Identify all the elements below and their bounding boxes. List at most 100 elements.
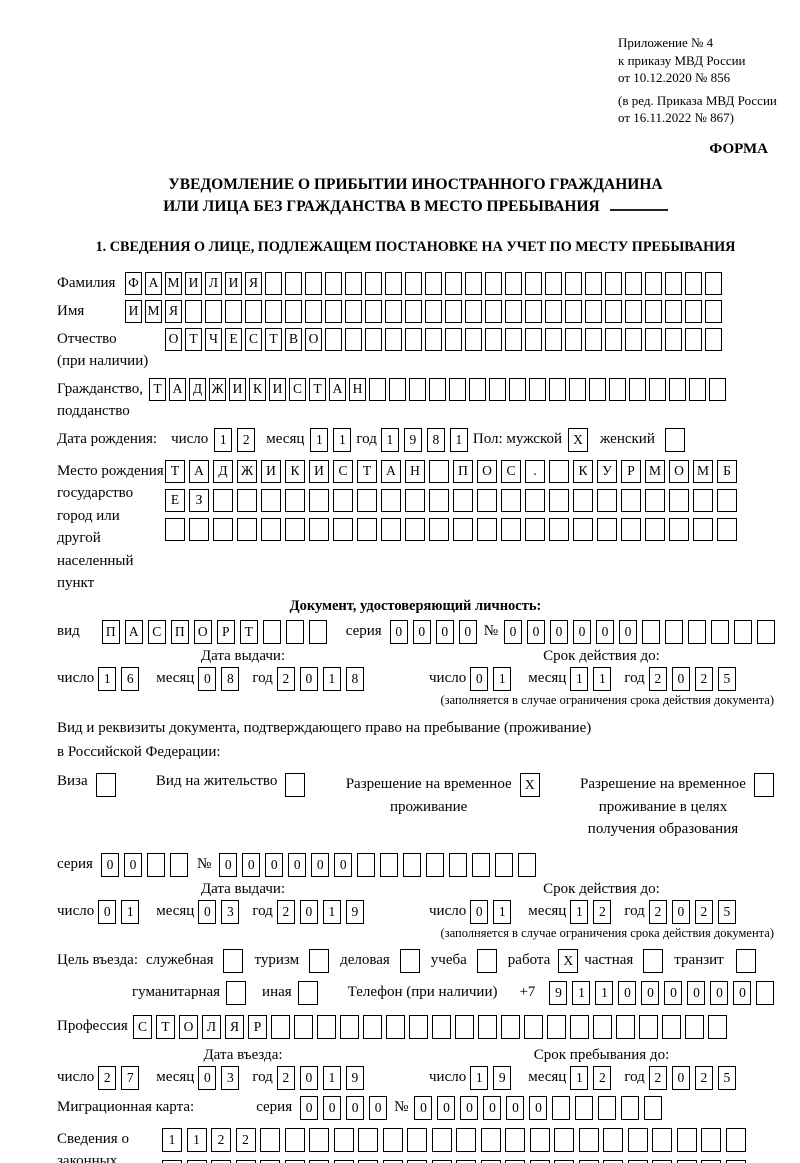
char-box[interactable]: 0 — [483, 1095, 502, 1120]
char-box[interactable] — [431, 1159, 452, 1163]
char-box[interactable] — [705, 327, 722, 351]
char-box[interactable] — [261, 488, 281, 512]
char-box[interactable] — [95, 773, 116, 798]
char-box[interactable] — [753, 773, 774, 798]
char-box[interactable] — [505, 1159, 525, 1163]
char-box[interactable] — [529, 1159, 550, 1163]
char-box[interactable]: 2 — [211, 1127, 231, 1152]
char-box[interactable]: 1 — [449, 427, 468, 452]
char-box[interactable]: 1 — [470, 1065, 489, 1090]
char-box[interactable]: С — [289, 377, 306, 401]
char-box[interactable] — [625, 271, 642, 295]
char-box[interactable]: 2 — [648, 666, 667, 691]
char-box[interactable]: 0 — [412, 619, 431, 644]
char-box[interactable] — [237, 488, 257, 512]
char-box[interactable]: И — [269, 377, 286, 401]
char-box[interactable]: Т — [165, 459, 185, 483]
char-box[interactable] — [478, 1014, 497, 1039]
char-box[interactable]: 1 — [570, 666, 589, 691]
char-box[interactable] — [333, 1127, 354, 1152]
char-box[interactable]: 0 — [733, 980, 752, 1005]
char-box[interactable] — [456, 1127, 476, 1152]
char-box[interactable] — [616, 1014, 635, 1039]
char-box[interactable] — [585, 271, 602, 295]
char-box[interactable]: Р — [216, 619, 235, 644]
char-box[interactable]: З — [189, 488, 209, 512]
char-box[interactable] — [621, 1095, 640, 1120]
char-box[interactable] — [644, 1095, 663, 1120]
char-box[interactable]: 0 — [198, 1065, 217, 1090]
char-box[interactable] — [237, 517, 257, 541]
char-box[interactable] — [593, 1014, 612, 1039]
char-box[interactable] — [223, 948, 244, 973]
char-box[interactable] — [213, 488, 233, 512]
char-box[interactable] — [455, 1014, 474, 1039]
char-box[interactable]: П — [101, 619, 120, 644]
char-box[interactable] — [382, 1127, 403, 1152]
char-box[interactable] — [685, 1014, 704, 1039]
char-box[interactable]: И — [225, 271, 242, 295]
char-box[interactable] — [669, 488, 689, 512]
char-box[interactable] — [465, 327, 482, 351]
char-box[interactable]: 0 — [346, 1095, 365, 1120]
char-box[interactable]: 5 — [717, 666, 736, 691]
char-box[interactable] — [389, 377, 406, 401]
char-box[interactable]: И — [125, 299, 142, 323]
char-box[interactable] — [652, 1159, 672, 1163]
char-box[interactable]: 9 — [345, 899, 364, 924]
char-box[interactable] — [162, 1159, 182, 1163]
char-box[interactable] — [554, 1127, 574, 1152]
char-box[interactable]: 1 — [98, 666, 117, 691]
char-box[interactable]: С — [147, 619, 166, 644]
char-box[interactable]: Е — [225, 327, 242, 351]
char-box[interactable] — [518, 852, 537, 877]
char-box[interactable] — [605, 327, 622, 351]
char-box[interactable]: 1 — [595, 980, 614, 1005]
char-box[interactable] — [403, 852, 422, 877]
char-box[interactable] — [529, 1127, 550, 1152]
char-box[interactable] — [585, 299, 602, 323]
char-box[interactable] — [565, 271, 582, 295]
char-box[interactable]: 3 — [221, 899, 240, 924]
char-box[interactable]: 0 — [334, 852, 353, 877]
char-box[interactable]: 7 — [121, 1065, 140, 1090]
char-box[interactable]: 0 — [470, 666, 489, 691]
char-box[interactable]: Т — [309, 377, 326, 401]
char-box[interactable] — [509, 377, 526, 401]
char-box[interactable] — [271, 1014, 290, 1039]
char-box[interactable] — [453, 517, 473, 541]
char-box[interactable]: 1 — [322, 1065, 341, 1090]
char-box[interactable]: К — [249, 377, 266, 401]
char-box[interactable]: Л — [205, 271, 222, 295]
char-box[interactable]: Т — [357, 459, 377, 483]
char-box[interactable] — [505, 271, 522, 295]
char-box[interactable] — [705, 271, 722, 295]
char-box[interactable] — [609, 377, 626, 401]
char-box[interactable]: Е — [165, 488, 185, 512]
char-box[interactable]: 1 — [310, 427, 329, 452]
char-box[interactable] — [333, 488, 353, 512]
char-box[interactable]: О — [669, 459, 689, 483]
char-box[interactable]: 2 — [237, 427, 256, 452]
char-box[interactable]: 0 — [299, 666, 318, 691]
char-box[interactable] — [725, 1127, 746, 1152]
char-box[interactable]: Т — [156, 1014, 175, 1039]
char-box[interactable]: М — [165, 271, 182, 295]
char-box[interactable] — [333, 517, 353, 541]
char-box[interactable]: И — [261, 459, 281, 483]
char-box[interactable] — [689, 377, 706, 401]
char-box[interactable] — [381, 488, 401, 512]
char-box[interactable]: А — [329, 377, 346, 401]
char-box[interactable] — [652, 1127, 672, 1152]
char-box[interactable] — [525, 327, 542, 351]
char-box[interactable]: О — [165, 327, 182, 351]
char-box[interactable] — [325, 271, 342, 295]
char-box[interactable] — [605, 271, 622, 295]
char-box[interactable] — [643, 948, 664, 973]
char-box[interactable] — [380, 852, 399, 877]
char-box[interactable] — [480, 1159, 501, 1163]
char-box[interactable] — [405, 327, 422, 351]
char-box[interactable] — [357, 517, 377, 541]
char-box[interactable] — [495, 852, 514, 877]
char-box[interactable] — [549, 488, 569, 512]
